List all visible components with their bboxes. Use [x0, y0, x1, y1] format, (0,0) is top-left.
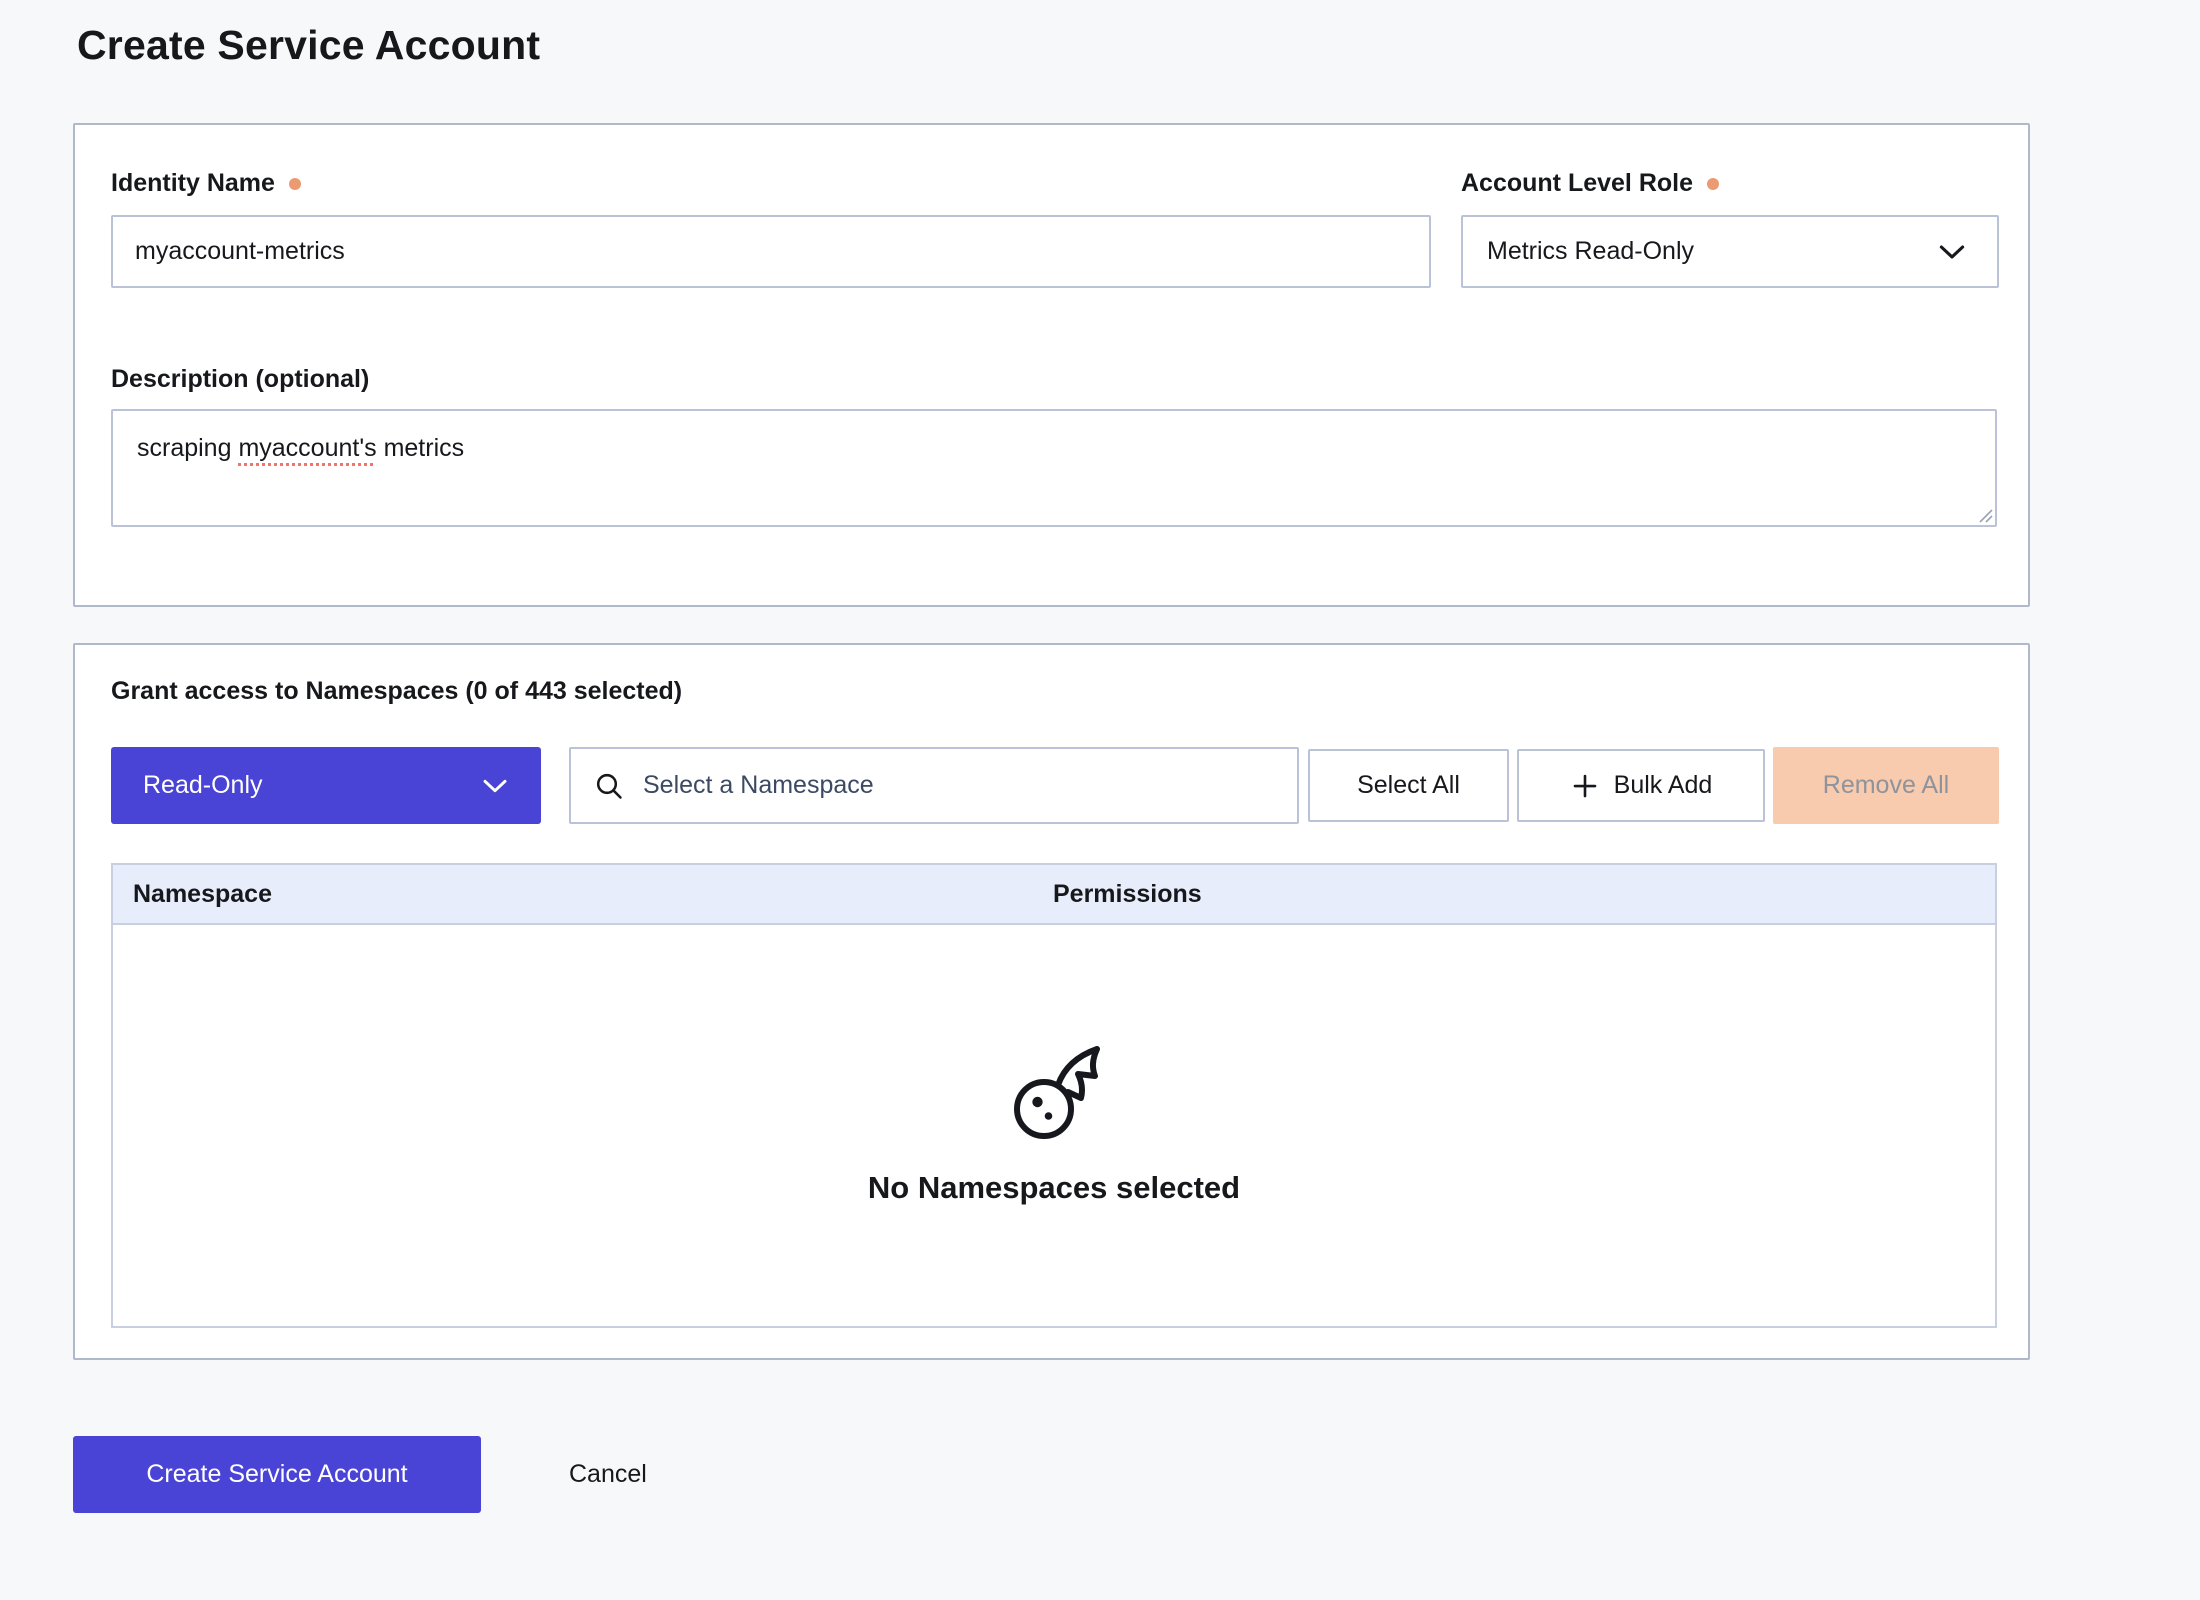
- namespace-search: [569, 747, 1299, 824]
- required-dot: [288, 178, 301, 190]
- permission-dropdown-value: Read-Only: [143, 771, 263, 799]
- description-label: Description (optional): [111, 365, 369, 393]
- namespace-search-input[interactable]: [641, 770, 1287, 801]
- bulk-add-label: Bulk Add: [1613, 771, 1713, 799]
- namespaces-table-header: Namespace Permissions: [111, 863, 1997, 925]
- namespaces-table: Namespace Permissions No Namespaces sele…: [111, 863, 1997, 1328]
- description-label-text: Description (optional): [111, 365, 370, 393]
- namespaces-heading: Grant access to Namespaces (0 of 443 sel…: [111, 677, 683, 705]
- create-service-account-button[interactable]: Create Service Account: [73, 1436, 481, 1513]
- identity-name-label: Identity Name: [111, 169, 301, 197]
- select-all-button[interactable]: Select All: [1308, 749, 1509, 822]
- description-textarea[interactable]: scraping myaccount's metrics: [111, 409, 1997, 527]
- namespaces-table-empty-state: No Namespaces selected: [111, 925, 1997, 1328]
- account-level-role-label: Account Level Role: [1461, 169, 1719, 197]
- permission-dropdown[interactable]: Read-Only: [111, 747, 541, 824]
- description-text: scraping: [137, 434, 239, 462]
- description-text: metrics: [376, 434, 465, 462]
- chevron-down-icon: [483, 779, 507, 792]
- description-text-misspelled: myaccount's: [238, 434, 377, 462]
- service-account-form-card: Identity Name Account Level Role Metrics…: [73, 123, 2030, 607]
- required-dot: [1707, 178, 1719, 190]
- comet-icon: [1014, 1045, 1100, 1139]
- resize-handle-icon[interactable]: [1975, 505, 1993, 523]
- namespaces-card: Grant access to Namespaces (0 of 443 sel…: [73, 643, 2030, 1360]
- account-level-role-value: Metrics Read-Only: [1487, 237, 1694, 265]
- remove-all-label: Remove All: [1822, 771, 1950, 799]
- page-title: Create Service Account: [77, 22, 541, 68]
- identity-name-label-text: Identity Name: [111, 169, 275, 197]
- identity-name-input[interactable]: [111, 215, 1431, 288]
- search-icon: [596, 773, 622, 799]
- account-level-role-label-text: Account Level Role: [1461, 169, 1693, 197]
- bulk-add-button[interactable]: Bulk Add: [1517, 749, 1765, 822]
- remove-all-button[interactable]: Remove All: [1773, 747, 1999, 824]
- cancel-button[interactable]: Cancel: [545, 1436, 671, 1513]
- chevron-down-icon: [1939, 244, 1965, 259]
- column-header-namespace: Namespace: [133, 879, 272, 908]
- column-header-permissions: Permissions: [1053, 879, 1202, 908]
- select-all-label: Select All: [1357, 771, 1460, 799]
- empty-state-text: No Namespaces selected: [867, 1169, 1241, 1205]
- plus-icon: [1573, 774, 1596, 797]
- account-level-role-select[interactable]: Metrics Read-Only: [1461, 215, 1999, 288]
